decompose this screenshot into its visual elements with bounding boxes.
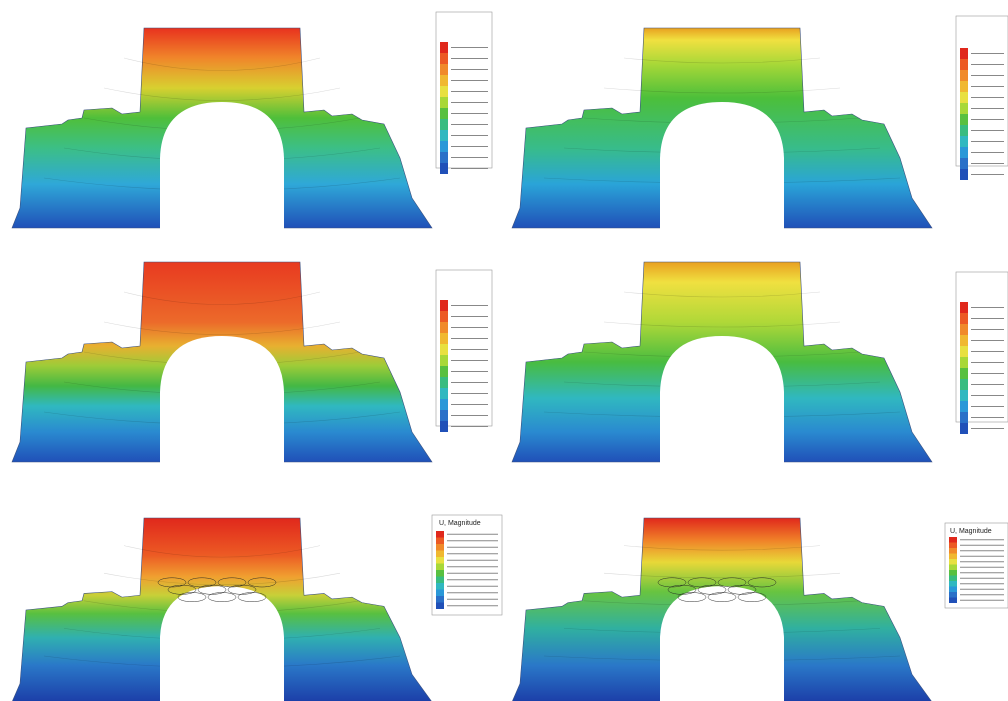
legend-swatch [436, 564, 444, 571]
legend-swatch [960, 125, 968, 136]
legend-swatch [960, 346, 968, 357]
legend-title: U, Magnitude [950, 528, 992, 535]
legend-swatch [960, 390, 968, 401]
legend-swatch [960, 379, 968, 390]
legend-swatch [949, 576, 957, 582]
legend-swatch [440, 388, 448, 399]
legend-swatch [440, 141, 448, 152]
legend-swatch [440, 163, 448, 174]
legend-swatch [949, 554, 957, 560]
legend [436, 12, 492, 174]
legend-swatch [440, 399, 448, 410]
contour-plot [12, 28, 432, 230]
legend-swatch [436, 551, 444, 558]
legend-swatch [949, 548, 957, 554]
legend-swatch [960, 401, 968, 412]
legend-swatch [949, 543, 957, 549]
legend-swatch [960, 324, 968, 335]
legend-swatch [436, 596, 444, 603]
legend-swatch [436, 531, 444, 538]
contour-plot [12, 262, 432, 464]
opening [160, 336, 284, 464]
legend [945, 523, 1008, 608]
figure: U, Magnitude U, Magnitude [0, 0, 1008, 701]
legend-swatch [436, 590, 444, 597]
legend-swatch [960, 70, 968, 81]
opening [660, 102, 784, 230]
legend-swatch [960, 103, 968, 114]
contour-plot [12, 518, 432, 701]
legend-swatch [440, 355, 448, 366]
legend-swatch [440, 108, 448, 119]
legend-swatch [440, 42, 448, 53]
contour-plot [512, 28, 932, 230]
legend-swatch [960, 158, 968, 169]
legend-swatch [960, 147, 968, 158]
contour-plot [512, 262, 932, 464]
legend-swatch [440, 64, 448, 75]
legend-swatch [436, 603, 444, 610]
legend-swatch [440, 322, 448, 333]
legend [956, 16, 1008, 180]
legend-swatch [960, 302, 968, 313]
legend [436, 270, 492, 432]
legend-swatch [960, 92, 968, 103]
legend-swatch [960, 169, 968, 180]
opening [660, 586, 784, 701]
legend-swatch [440, 311, 448, 322]
legend-swatch [960, 357, 968, 368]
legend-swatch [960, 313, 968, 324]
legend-swatch [436, 557, 444, 564]
legend [432, 515, 502, 615]
legend-swatch [440, 344, 448, 355]
legend-swatch [440, 152, 448, 163]
legend-swatch [960, 59, 968, 70]
legend-swatch [440, 130, 448, 141]
legend-swatch [440, 97, 448, 108]
legend-swatch [949, 598, 957, 604]
legend-title: U, Magnitude [439, 520, 481, 527]
legend-swatch [949, 559, 957, 565]
opening [160, 586, 284, 701]
legend-swatch [440, 86, 448, 97]
legend-swatch [949, 581, 957, 587]
legend-swatch [960, 136, 968, 147]
legend-swatch [436, 583, 444, 590]
legend-swatch [949, 537, 957, 543]
legend-swatch [440, 53, 448, 64]
legend-swatch [949, 565, 957, 571]
legend-swatch [440, 119, 448, 130]
opening [660, 336, 784, 464]
legend [956, 272, 1008, 434]
legend-swatch [440, 366, 448, 377]
legend-swatch [440, 333, 448, 344]
legend-swatch [960, 368, 968, 379]
legend-swatch [440, 300, 448, 311]
legend-swatch [960, 48, 968, 59]
legend-swatch [960, 423, 968, 434]
legend-swatch [960, 114, 968, 125]
legend-swatch [440, 377, 448, 388]
legend-swatch [436, 570, 444, 577]
opening [160, 102, 284, 230]
legend-swatch [949, 592, 957, 598]
legend-swatch [960, 335, 968, 346]
legend-swatch [949, 570, 957, 576]
legend-swatch [960, 412, 968, 423]
legend-swatch [440, 421, 448, 432]
legend-swatch [436, 544, 444, 551]
legend-swatch [960, 81, 968, 92]
legend-swatch [949, 587, 957, 593]
legend-swatch [440, 75, 448, 86]
contour-plot [512, 518, 932, 701]
legend-swatch [436, 577, 444, 584]
legend-swatch [440, 410, 448, 421]
legend-swatch [436, 538, 444, 545]
